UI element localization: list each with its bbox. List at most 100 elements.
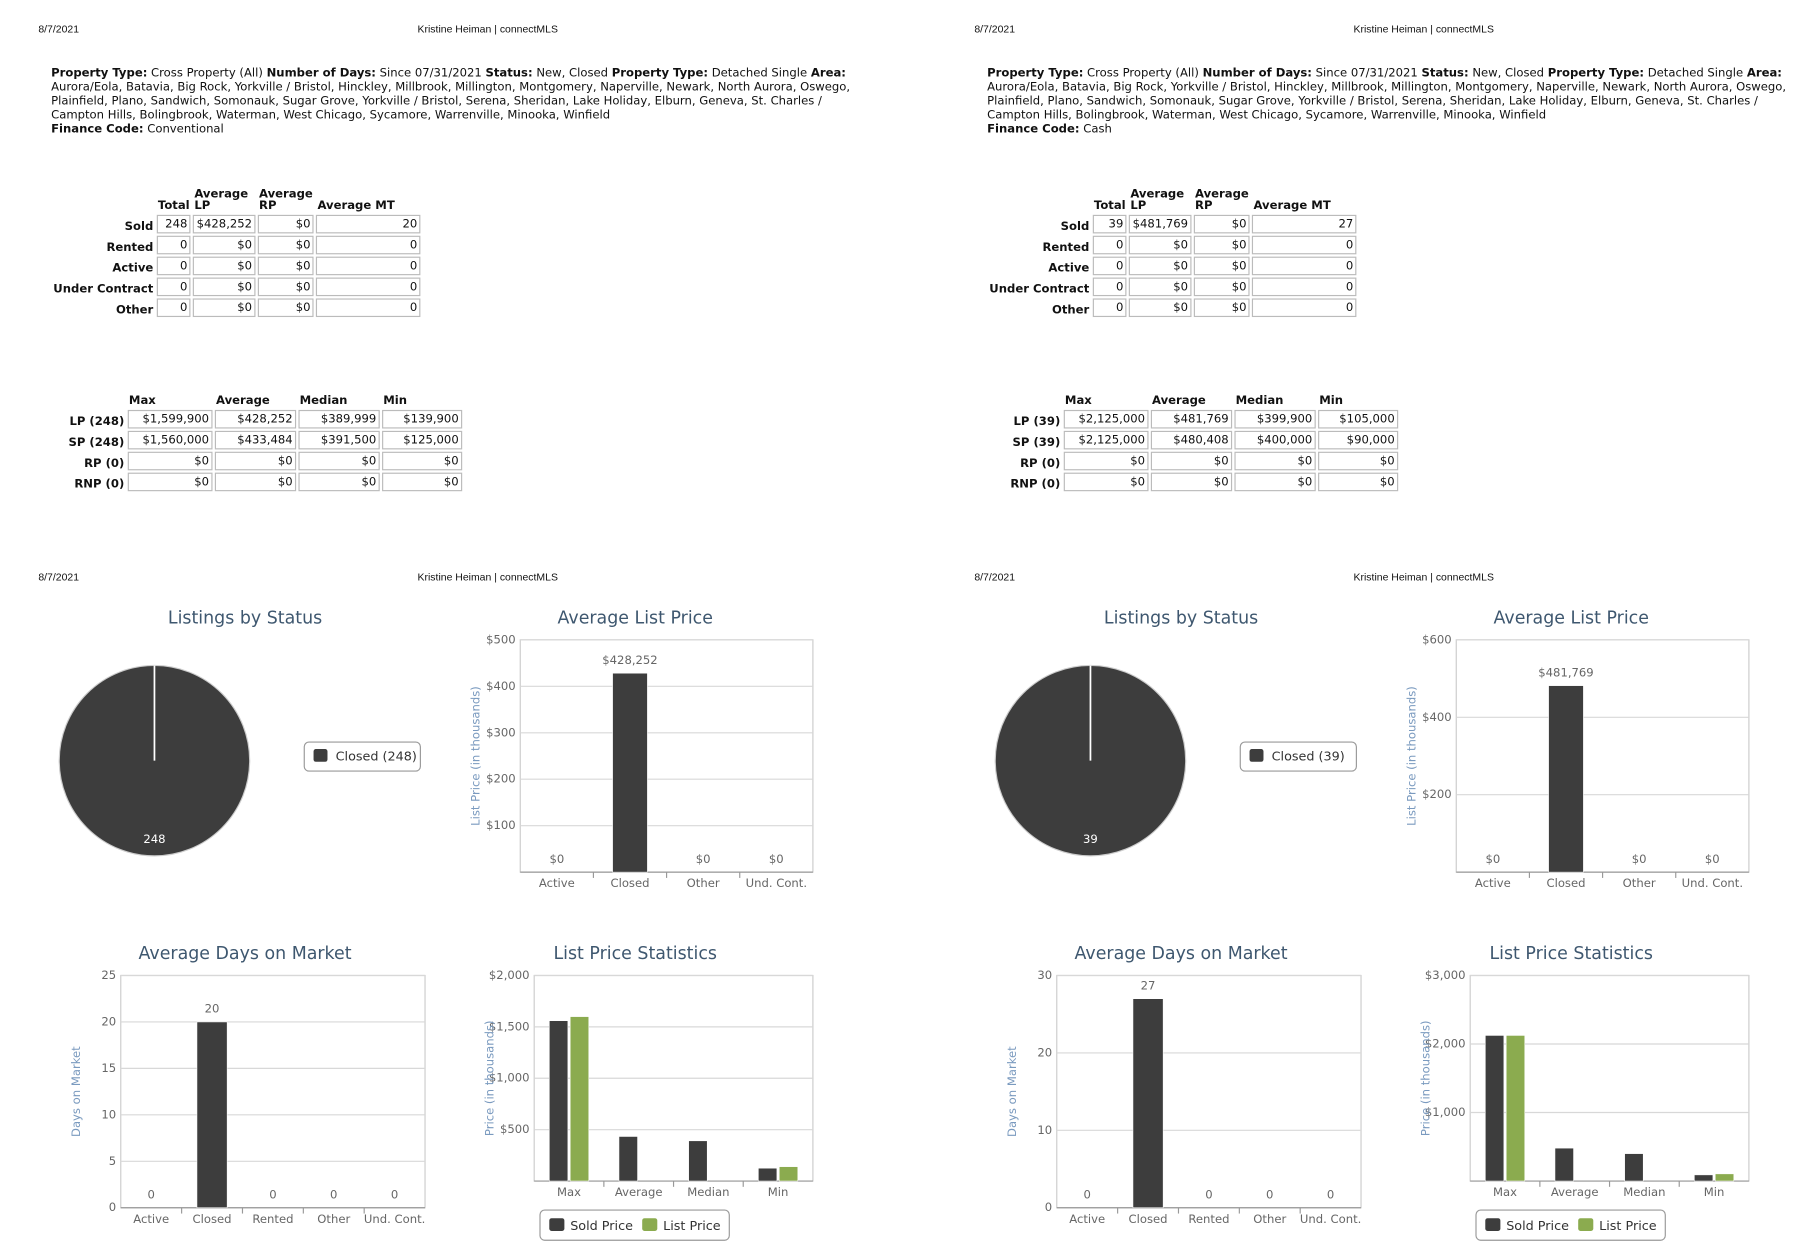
y-axis-label: List Price (in thousands) [469, 686, 483, 826]
table-cell: $0 [1193, 277, 1250, 297]
criterion-value: Since 07/31/2021 [1315, 67, 1418, 81]
bar [1714, 1173, 1735, 1182]
column-header: Median [299, 394, 348, 408]
criterion-value: Aurora/Eola, Batavia, Big Rock, Yorkvill… [51, 81, 851, 122]
table-cell: $105,000 [1318, 409, 1399, 429]
x-tick-label: Median [1623, 1185, 1665, 1199]
column-header: Average MT [317, 199, 395, 213]
y-tick-label: 15 [101, 1061, 116, 1075]
criterion-value: New, Closed [536, 67, 609, 81]
bar [1484, 1035, 1505, 1182]
table-cell: 0 [1092, 256, 1127, 276]
criterion-label: Finance Code: [51, 123, 144, 136]
y-tick-label: $200 [1422, 787, 1452, 801]
row-label: Active [112, 262, 154, 276]
x-tick-label: Closed [1129, 1212, 1168, 1226]
criterion-label: Number of Days: [266, 67, 376, 81]
table-row: Sold 39 $481,769 $0 27 [986, 214, 1357, 234]
table-cell: $0 [127, 472, 213, 492]
corner [999, 396, 1062, 408]
chart-title: Listings by Status [1104, 609, 1258, 629]
table-cell: 0 [1092, 298, 1127, 318]
y-tick-label: $300 [486, 725, 516, 739]
row-label: SP (248) [68, 436, 125, 450]
y-tick-label: 10 [1037, 1123, 1052, 1137]
table-row: RNP (0) $0 $0 $0 $0 [999, 472, 1399, 492]
table-cell: $391,500 [298, 430, 380, 450]
x-tick-label: Und. Cont. [1682, 876, 1743, 890]
y-tick-label: 10 [101, 1107, 116, 1121]
bar [196, 1021, 228, 1209]
table-cell: $90,000 [1318, 430, 1399, 450]
data-label: $0 [1705, 852, 1720, 866]
table-row: RP (0) $0 $0 $0 $0 [63, 451, 463, 471]
y-tick-label: $1,000 [489, 1071, 530, 1085]
column-header: Average MT [1253, 199, 1331, 213]
page-header: Kristine Heiman | connectMLS [1353, 571, 1494, 583]
criterion: Property Type: Cross Property (All) [987, 67, 1202, 80]
chart-title: Average List Price [1494, 609, 1649, 629]
table-row: Active 0 $0 $0 0 [50, 256, 421, 276]
legend-label: List Price [663, 1219, 721, 1234]
header-row: Total Average LP Average RP Average MT [986, 189, 1357, 212]
table-cell: $0 [214, 451, 297, 471]
legend-label: List Price [1599, 1219, 1657, 1234]
table-cell: 0 [1252, 298, 1357, 318]
row-label: RP (0) [1020, 457, 1061, 471]
bar [1624, 1153, 1644, 1182]
column-header: Median [1235, 394, 1284, 408]
table-cell: 0 [156, 298, 191, 318]
x-tick-label: Active [1475, 876, 1511, 890]
data-label: 0 [1266, 1187, 1273, 1201]
chart-title: Average Days on Market [1075, 944, 1288, 964]
table-cell: $0 [257, 214, 314, 234]
table-cell: 0 [316, 256, 421, 276]
bar [758, 1167, 778, 1182]
data-label: 0 [1084, 1187, 1091, 1201]
x-tick-label: Und. Cont. [1300, 1212, 1361, 1226]
x-tick-label: Closed [610, 876, 649, 890]
criteria: Property Type: Cross Property (All) Numb… [987, 67, 1788, 137]
table-cell: $125,000 [382, 430, 463, 450]
criterion-value: Conventional [147, 123, 224, 136]
table-cell: $0 [1234, 451, 1316, 471]
legend-swatch [1578, 1218, 1594, 1231]
table-cell: $0 [1063, 451, 1149, 471]
y-axis-label: Days on Market [1005, 1046, 1019, 1137]
row-label: Rented [106, 241, 154, 255]
row-label: Active [1048, 262, 1090, 276]
y-tick-label: $1,000 [1425, 1105, 1466, 1119]
criterion-label: Area: [1746, 67, 1782, 81]
table-cell: $0 [1129, 298, 1192, 318]
plot-frame [120, 974, 426, 1209]
column-header: Min [1319, 394, 1344, 408]
criterion-label: Property Type: [987, 67, 1084, 81]
data-label: $481,769 [1538, 665, 1593, 679]
y-tick-label: 0 [1045, 1200, 1052, 1214]
x-tick-label: Min [1704, 1185, 1725, 1199]
table-row: Under Contract 0 $0 $0 0 [50, 277, 421, 297]
table-cell: 0 [316, 298, 421, 318]
data-label: $0 [1632, 852, 1647, 866]
criterion: Property Type: Cross Property (All) [51, 67, 266, 80]
y-tick-label: 5 [109, 1154, 116, 1168]
x-tick-label: Other [317, 1212, 350, 1226]
criterion: Finance Code: Cash [987, 123, 1788, 137]
table-cell: $1,560,000 [127, 430, 213, 450]
table-cell: $1,599,900 [127, 409, 213, 429]
y-axis-label: Price (in thousands) [483, 1020, 497, 1136]
table-cell: 0 [156, 277, 191, 297]
x-tick-label: Other [687, 876, 720, 890]
table-cell: $0 [298, 451, 380, 471]
criterion-label: Property Type: [51, 67, 148, 81]
stats-table: Max Average Median Min LP (39) $2,125,000 $481… [996, 394, 1400, 494]
legend-swatch [549, 1218, 565, 1231]
x-tick-label: Average [615, 1185, 663, 1199]
chart-title: Average Days on Market [139, 944, 352, 964]
table-cell: $0 [214, 472, 297, 492]
legend-label: Closed (39) [1272, 750, 1345, 765]
table-cell: 0 [316, 277, 421, 297]
table-cell: $480,408 [1150, 430, 1233, 450]
criterion: Status: New, Closed [485, 67, 611, 80]
x-tick-label: Active [133, 1212, 169, 1226]
